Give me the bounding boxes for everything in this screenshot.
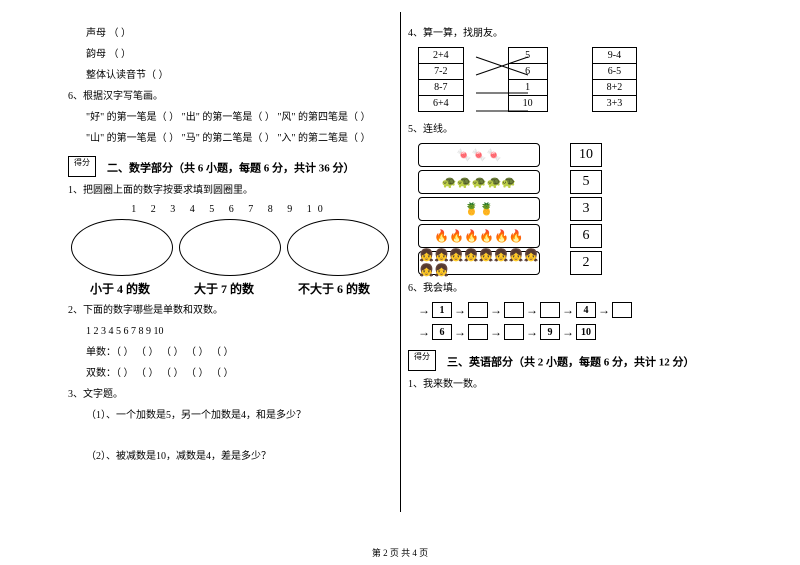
q6-title: 6、根据汉字写笔画。 bbox=[68, 89, 392, 104]
sq-2-4: 10 bbox=[576, 324, 596, 340]
pic-4: 👧👧👧👧👧👧👧👧👧👧 bbox=[418, 251, 540, 275]
page-footer: 第 2 页 共 4 页 bbox=[0, 546, 800, 559]
q6-line-b: "山" 的第一笔是（ ） "马" 的第二笔是（ ） "入" 的第二笔是（ ） bbox=[68, 131, 392, 146]
score-row-2: 得分 二、数学部分（共 6 小题，每题 6 分，共计 36 分） bbox=[68, 156, 392, 177]
oval-lt4 bbox=[71, 219, 173, 276]
number-line: 1 2 3 4 5 6 7 8 9 10 bbox=[68, 204, 392, 215]
pic-3: 🔥🔥🔥🔥🔥🔥 bbox=[418, 224, 540, 248]
arrow-icon: → bbox=[418, 303, 430, 318]
section-3-title: 三、英语部分（共 2 小题，每题 6 分，共计 12 分） bbox=[447, 357, 695, 369]
sq-1-5 bbox=[612, 302, 632, 318]
left-column: 声母 （ ） 韵母 （ ） 整体认读音节（ ） 6、根据汉字写笔画。 "好" 的… bbox=[60, 20, 400, 540]
score-box-3: 得分 bbox=[408, 350, 436, 371]
seq-1: → 1 → → → → 4 → bbox=[418, 302, 732, 318]
right-column: 4、算一算，找朋友。 2+4 7-2 8-7 6+4 5 6 1 10 9 bbox=[400, 20, 740, 540]
q2-3b: （2）、被减数是10，减数是4，差是多少？ bbox=[68, 449, 392, 464]
sq-1-4: 4 bbox=[576, 302, 596, 318]
q2-2-title: 2、下面的数字哪些是单数和双数。 bbox=[68, 303, 392, 318]
q2-3-title: 3、文字题。 bbox=[68, 387, 392, 402]
oval-label-c: 不大于 6 的数 bbox=[298, 280, 370, 297]
q3-1-title: 1、我来数一数。 bbox=[408, 377, 732, 392]
q4-title: 4、算一算，找朋友。 bbox=[408, 26, 732, 41]
match-lines-svg bbox=[418, 47, 718, 127]
score-row-3: 得分 三、英语部分（共 2 小题，每题 6 分，共计 12 分） bbox=[408, 350, 732, 371]
oval-labels: 小于 4 的数 大于 7 的数 不大于 6 的数 bbox=[68, 280, 392, 297]
sq-2-0: 6 bbox=[432, 324, 452, 340]
nbox-1: 5 bbox=[570, 170, 602, 194]
q2-3a: （1）、一个加数是5，另一个加数是4，和是多少？ bbox=[68, 408, 392, 423]
connect-row-4: 👧👧👧👧👧👧👧👧👧👧 2 bbox=[418, 251, 732, 275]
sq-1-3 bbox=[540, 302, 560, 318]
oval-label-a: 小于 4 的数 bbox=[90, 280, 150, 297]
page-content: 声母 （ ） 韵母 （ ） 整体认读音节（ ） 6、根据汉字写笔画。 "好" 的… bbox=[0, 0, 800, 540]
zhengti-line: 整体认读音节（ ） bbox=[68, 68, 392, 83]
q6-line-a: "好" 的第一笔是（ ） "出" 的第一笔是（ ） "风" 的第四笔是（ ） bbox=[68, 110, 392, 125]
connect-row-3: 🔥🔥🔥🔥🔥🔥 6 bbox=[418, 224, 732, 248]
sq-1-0: 1 bbox=[432, 302, 452, 318]
match-boxes: 2+4 7-2 8-7 6+4 5 6 1 10 9-4 6-5 8+2 3+3 bbox=[418, 47, 732, 112]
q2-1-title: 1、把圆圈上面的数字按要求填到圆圈里。 bbox=[68, 183, 392, 198]
nbox-2: 3 bbox=[570, 197, 602, 221]
connect-row-1: 🐢🐢🐢🐢🐢 5 bbox=[418, 170, 732, 194]
arrow-icon: → bbox=[418, 325, 430, 340]
sq-1-2 bbox=[504, 302, 524, 318]
arrow-icon: → bbox=[454, 325, 466, 340]
seq-2: → 6 → → → 9 → 10 bbox=[418, 324, 732, 340]
yunmu-line: 韵母 （ ） bbox=[68, 47, 392, 62]
score-box-2: 得分 bbox=[68, 156, 96, 177]
nbox-3: 6 bbox=[570, 224, 602, 248]
arrow-icon: → bbox=[526, 325, 538, 340]
arrow-icon: → bbox=[490, 303, 502, 318]
sq-2-1 bbox=[468, 324, 488, 340]
q6-title-right: 6、我会填。 bbox=[408, 281, 732, 296]
nbox-0: 10 bbox=[570, 143, 602, 167]
sq-2-2 bbox=[504, 324, 524, 340]
arrow-icon: → bbox=[454, 303, 466, 318]
shengmu-line: 声母 （ ） bbox=[68, 26, 392, 41]
sq-2-3: 9 bbox=[540, 324, 560, 340]
connect-row-2: 🍍🍍 3 bbox=[418, 197, 732, 221]
q2-2-nums: 1 2 3 4 5 6 7 8 9 10 bbox=[68, 324, 392, 339]
section-2-title: 二、数学部分（共 6 小题，每题 6 分，共计 36 分） bbox=[107, 163, 355, 175]
oval-le6 bbox=[287, 219, 389, 276]
arrow-icon: → bbox=[526, 303, 538, 318]
pic-2: 🍍🍍 bbox=[418, 197, 540, 221]
arrow-icon: → bbox=[598, 303, 610, 318]
ovals-row bbox=[68, 219, 392, 276]
oval-label-b: 大于 7 的数 bbox=[194, 280, 254, 297]
pic-0: 🍬🍬🍬 bbox=[418, 143, 540, 167]
arrow-icon: → bbox=[490, 325, 502, 340]
oval-gt7 bbox=[179, 219, 281, 276]
q2-2-even: 双数：（ ） （ ） （ ） （ ） （ ） bbox=[68, 366, 392, 381]
connect-list: 🍬🍬🍬 10 🐢🐢🐢🐢🐢 5 🍍🍍 3 🔥🔥🔥🔥🔥🔥 6 👧👧👧👧👧👧👧👧👧👧 … bbox=[408, 143, 732, 275]
nbox-4: 2 bbox=[570, 251, 602, 275]
arrow-icon: → bbox=[562, 303, 574, 318]
arrow-icon: → bbox=[562, 325, 574, 340]
sq-1-1 bbox=[468, 302, 488, 318]
pic-1: 🐢🐢🐢🐢🐢 bbox=[418, 170, 540, 194]
q2-2-odd: 单数：（ ） （ ） （ ） （ ） （ ） bbox=[68, 345, 392, 360]
connect-row-0: 🍬🍬🍬 10 bbox=[418, 143, 732, 167]
